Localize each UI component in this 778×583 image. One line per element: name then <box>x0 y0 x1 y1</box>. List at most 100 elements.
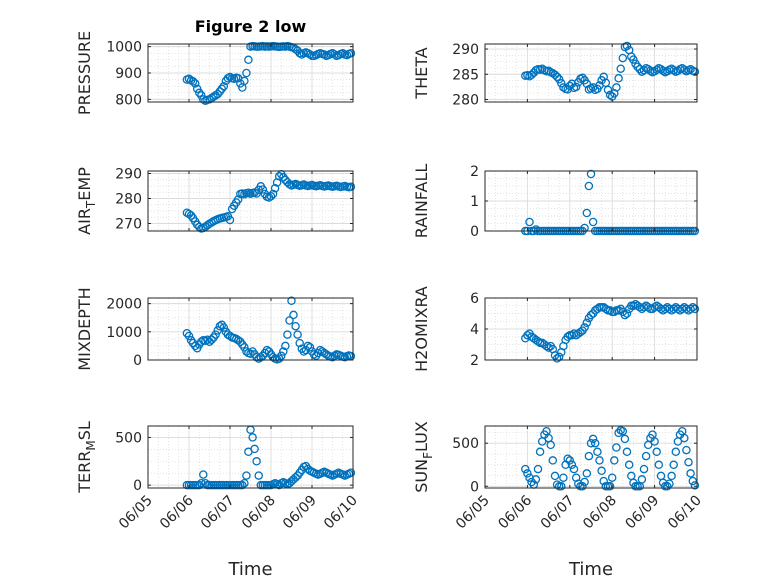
data-point <box>686 469 695 478</box>
data-point <box>582 79 592 89</box>
data-point <box>635 64 645 74</box>
data-point <box>223 330 233 339</box>
data-point <box>279 347 288 356</box>
data-point <box>669 460 678 470</box>
data-point <box>346 48 356 58</box>
y-tick-label: 280 <box>452 92 479 108</box>
data-point <box>593 447 602 457</box>
data-point <box>546 440 555 450</box>
y-tick-label: 2 <box>470 353 479 369</box>
y-tick-label: 1000 <box>106 325 142 341</box>
data-point <box>690 481 700 490</box>
data-point <box>219 323 229 332</box>
data-point <box>652 447 661 457</box>
x-axis-label: Time <box>568 559 613 580</box>
data-point <box>557 482 566 491</box>
axes-box <box>147 170 354 232</box>
data-point <box>595 456 604 465</box>
data-point <box>607 473 617 482</box>
data-point <box>207 335 216 344</box>
data-point <box>219 81 229 91</box>
data-point <box>544 66 553 75</box>
y-tick-label: 500 <box>452 436 479 452</box>
data-point <box>330 50 339 59</box>
data-point <box>599 476 608 486</box>
data-point <box>557 79 566 88</box>
x-tick-label: 06/06 <box>157 492 197 532</box>
y-tick-label: 285 <box>452 67 479 83</box>
data-point <box>567 460 577 470</box>
data-point <box>605 90 615 100</box>
data-point <box>252 457 261 466</box>
data-point <box>521 464 530 474</box>
data-point <box>242 471 251 480</box>
axes-box <box>147 425 354 489</box>
data-point <box>285 316 294 325</box>
subplot-8: 0 500 SUNFLUX 06/05 06/06 06/07 06/08 06/09 06/1… <box>412 421 705 580</box>
y-tick-label: 0 <box>470 224 479 240</box>
data-point <box>614 306 623 315</box>
data-point <box>586 169 596 179</box>
x-tick-label: 06/09 <box>280 493 320 533</box>
data-point <box>667 471 676 481</box>
data-point <box>618 426 628 436</box>
y-tick-label: 0 <box>470 479 479 495</box>
data-point <box>584 451 594 461</box>
data-point <box>215 321 225 331</box>
data-point <box>188 77 198 86</box>
x-tick-label: 06/07 <box>538 493 578 533</box>
axes-box <box>484 425 698 489</box>
data-point <box>641 451 651 461</box>
data-point <box>527 70 536 80</box>
y-tick-label: 1000 <box>106 40 142 56</box>
data-point <box>199 95 208 104</box>
data-point <box>240 478 249 488</box>
data-point <box>654 460 664 470</box>
x-tick-label: 06/05 <box>116 493 156 533</box>
x-tick-label: 06/06 <box>495 492 535 532</box>
data-point <box>646 66 655 75</box>
x-tick-label: 06/05 <box>453 493 493 533</box>
data-point <box>190 341 200 351</box>
data-point <box>527 477 536 487</box>
data-point <box>550 70 560 80</box>
data-point <box>535 447 545 457</box>
data-point <box>680 65 689 74</box>
data-point <box>650 437 659 446</box>
data-point <box>244 55 253 65</box>
x-tick-label: 06/08 <box>239 493 279 533</box>
data-point <box>588 434 598 444</box>
data-point <box>320 50 329 59</box>
y-tick-label: 900 <box>115 66 142 82</box>
data-point <box>684 457 693 467</box>
data-point <box>299 347 309 356</box>
data-point <box>597 466 606 476</box>
data-point <box>624 460 634 470</box>
x-tick-label: 06/10 <box>665 493 705 533</box>
y-tick-label: 4 <box>470 322 479 338</box>
data-point <box>238 480 247 490</box>
subplot-1: 800 900 1000 PRESSURE <box>75 31 356 115</box>
data-point <box>217 84 227 94</box>
data-point <box>190 79 200 88</box>
data-point <box>614 428 623 438</box>
data-point <box>690 304 700 314</box>
data-point <box>569 464 579 474</box>
data-point <box>240 76 249 86</box>
data-point <box>603 85 613 95</box>
data-point <box>297 50 307 59</box>
y-axis-label: AIRTEMP <box>75 167 98 235</box>
x-tick-label: 06/07 <box>198 493 238 533</box>
y-axis-label: H2OMIXRA <box>412 286 431 372</box>
data-point <box>639 464 649 474</box>
data-point <box>652 65 661 74</box>
data-point <box>268 189 278 199</box>
data-point <box>563 454 572 463</box>
data-point <box>582 469 592 478</box>
y-axis-label: RAINFALL <box>412 164 431 239</box>
y-tick-label: 1 <box>470 194 479 210</box>
subplot-6: 2 4 6 H2OMIXRA <box>412 286 700 372</box>
data-point <box>258 185 268 194</box>
data-point <box>550 471 560 481</box>
